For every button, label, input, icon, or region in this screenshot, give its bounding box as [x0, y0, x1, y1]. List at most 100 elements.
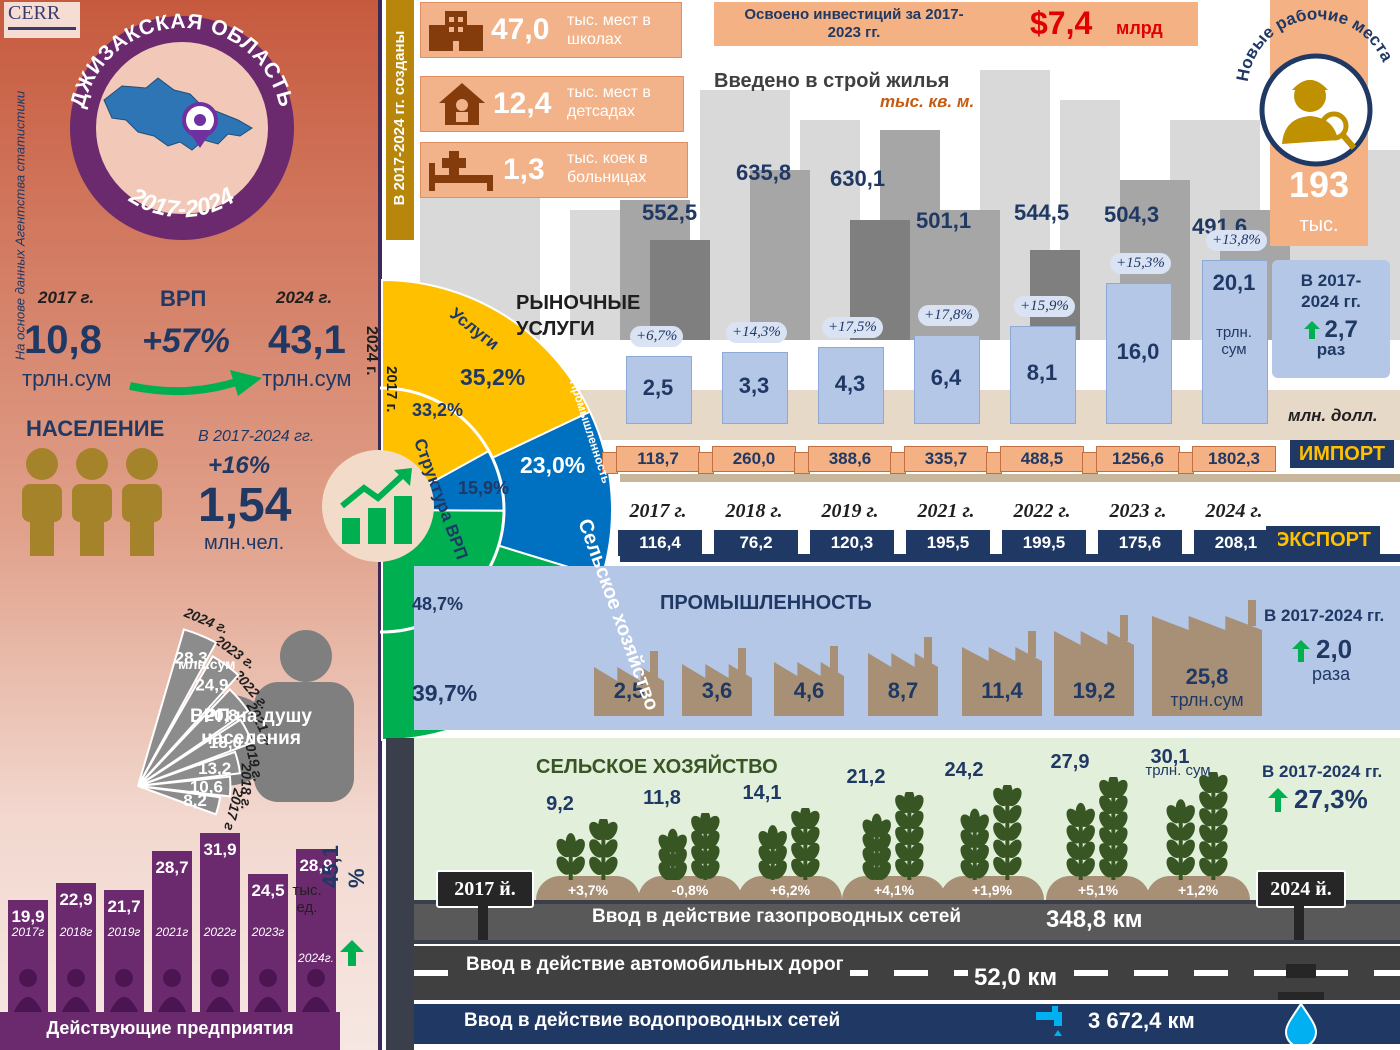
industry-factory-bar: [594, 651, 664, 716]
worker-search-icon: [1282, 80, 1357, 150]
grp-per-capita-label: ВРП на душу населения: [190, 706, 312, 749]
industry-section-left: [414, 566, 620, 730]
industry-bar-label: 8,7: [887, 678, 919, 703]
enterprises-value: 28,9: [299, 856, 332, 875]
person-head-icon: [280, 630, 332, 682]
uzbekistan-map-icon: [103, 77, 253, 151]
industry-factory-bar: [1054, 615, 1134, 716]
soil-mound: [1046, 876, 1150, 900]
enterprises-year: 2018г: [59, 925, 93, 939]
soil-mound: [738, 876, 842, 900]
created-label: В 2017-2024 гг. созданы: [391, 30, 408, 206]
services-growth-bubble: +17,8%: [918, 305, 979, 326]
timeline-start-sign: 2017 й.: [436, 870, 534, 908]
industry-factory-bar: [682, 648, 752, 716]
industry-2017-value: 15,9%: [458, 478, 510, 498]
services-bar: [1010, 326, 1076, 424]
agriculture-plant-bar: [862, 792, 924, 880]
year-label: 2022 г.: [1013, 500, 1071, 522]
services-bar: [1106, 283, 1172, 424]
grp-per-capita-wedge: [137, 718, 254, 787]
timeline-end-post: [1294, 906, 1304, 940]
agriculture-summary-period: В 2017-2024 гг.: [1262, 762, 1383, 781]
schools-text: тыс. мест в школах: [567, 12, 651, 48]
water-label: Ввод в действие водопроводных сетей: [464, 1010, 841, 1031]
water-pipe: [414, 1004, 1400, 1044]
enterprises-value: 24,5: [251, 881, 284, 900]
grp-per-capita-value: 13,2: [198, 759, 231, 778]
grp-per-capita-wedge: [137, 654, 240, 787]
person-icon: [115, 969, 133, 987]
kindergarten-icon: [439, 83, 485, 125]
agriculture-growth-label: +4,1%: [873, 882, 915, 898]
soil-mound: [842, 876, 946, 900]
enterprises-year: 2023г: [251, 925, 285, 939]
investment-label: Освоено инвестиций за 2017-2023 гг.: [744, 6, 964, 41]
population-growth: +16%: [208, 452, 271, 479]
services-title-text: РЫНОЧНЫЕ УСЛУГИ: [516, 292, 641, 340]
up-arrow-icon: [1268, 788, 1288, 812]
hospital-bed-icon: [429, 151, 493, 191]
created-band: [386, 0, 414, 240]
grp-value-end: 43,1: [268, 318, 346, 362]
services-bar: [722, 352, 788, 424]
population-label: НАСЕЛЕНИЕ: [26, 416, 165, 441]
agriculture-plant-bar: [960, 785, 1022, 880]
grp-unit-start: трлн.сум: [22, 366, 112, 391]
housing-value: 552,5: [642, 200, 698, 225]
agriculture-2024-value: 39,7%: [412, 680, 478, 706]
services-growth-bubble: +13,8%: [1206, 230, 1267, 251]
timeline-start-post: [478, 906, 488, 940]
agriculture-growth-label: +1,9%: [971, 882, 1013, 898]
services-summary-unit: раз: [1316, 340, 1346, 359]
agriculture-unit: трлн. сум: [1145, 762, 1211, 779]
services-unit: трлн. сум: [1216, 324, 1252, 358]
agriculture-summary-value: 27,3%: [1294, 784, 1368, 814]
year-2024-marker: 2024 г.: [363, 326, 380, 376]
export-rail: [620, 554, 1400, 562]
investment-unit: млрд: [1116, 18, 1163, 38]
export-wagon: 175,6: [1098, 530, 1182, 556]
timeline-start: 2017 й.: [454, 878, 516, 900]
import-truck: 118,7: [616, 446, 700, 472]
import-truck: 260,0: [712, 446, 796, 472]
location-pin-icon: [182, 102, 218, 148]
industry-bar-label: 3,6: [701, 678, 733, 703]
road-label: Ввод в действие автомобильных дорог: [460, 954, 850, 976]
gas-label: Ввод в действие газопроводных сетей: [592, 906, 961, 927]
schools-value: 47,0: [491, 13, 550, 46]
grp-per-capita-unit: млн.сум: [178, 656, 235, 672]
grp-per-capita-value: 28,3: [175, 648, 208, 667]
export-wagon: 76,2: [714, 530, 798, 556]
grp-per-capita-wedge: [137, 750, 242, 787]
grp-per-capita-wedge: [137, 628, 218, 787]
grp-per-capita-value: 8,2: [183, 791, 207, 810]
created-hospital-beds: 1,3 тыс. коек в больницах: [420, 142, 688, 198]
created-kindergartens: 12,4 тыс. мест в детсадах: [420, 76, 684, 132]
enterprises-value: 22,9: [59, 890, 92, 909]
import-truck: 335,7: [904, 446, 988, 472]
person-icon: [211, 969, 229, 987]
grp-growth: +57%: [142, 322, 230, 360]
services-bar-label: 2,5: [642, 375, 674, 400]
road-markings: [414, 970, 1400, 976]
industry-bar-label: 11,4: [981, 678, 1023, 703]
person-icon: [19, 969, 37, 987]
export-wagon: 120,3: [810, 530, 894, 556]
industry-bar-label: 4,6: [793, 678, 825, 703]
import-truck: 1256,6: [1096, 446, 1180, 472]
grp-per-capita-value: 10,6: [190, 777, 223, 796]
person-icon: [67, 969, 85, 987]
services-bar: [818, 347, 884, 424]
agriculture-value-label: 9,2: [546, 793, 574, 815]
agriculture-value-label: 27,9: [1050, 751, 1090, 773]
person-icon: [307, 969, 325, 987]
agriculture-value-label: 21,2: [846, 766, 886, 788]
import-unit: млн. долл.: [1288, 406, 1378, 425]
pie-center-badge: [322, 450, 434, 562]
jobs-value: 193: [1288, 164, 1350, 205]
school-icon: [429, 11, 483, 51]
import-road: [620, 474, 1400, 482]
enterprises-growth: 45,1 %: [318, 845, 369, 888]
import-truck: 488,5: [1000, 446, 1084, 472]
